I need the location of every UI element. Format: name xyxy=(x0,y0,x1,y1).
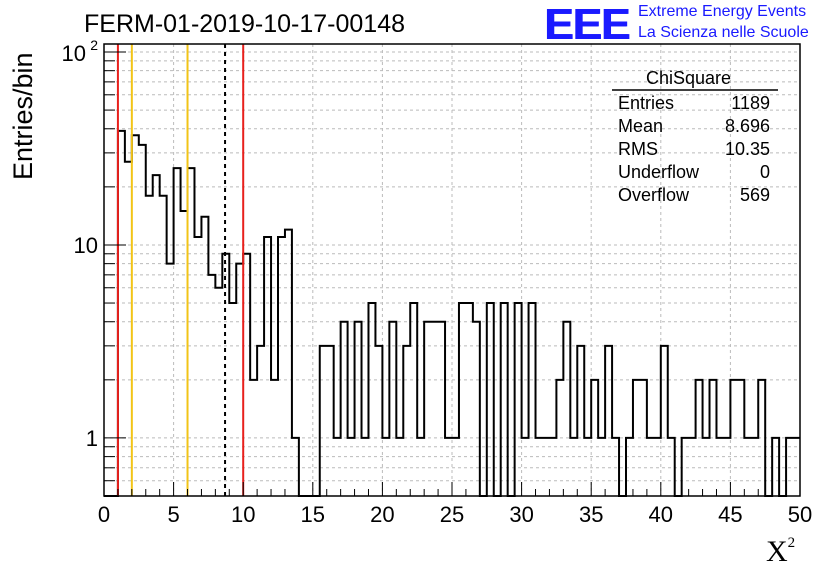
logo-line-2: La Scienza nelle Scuole xyxy=(638,24,809,41)
x-axis-label-superscript: 2 xyxy=(787,535,796,551)
x-tick-label: 5 xyxy=(167,502,179,527)
x-tick-label: 20 xyxy=(370,502,394,527)
stats-label: Underflow xyxy=(618,162,700,182)
x-tick-label: 45 xyxy=(718,502,742,527)
y-tick-label: 10 xyxy=(74,233,98,258)
stats-label: RMS xyxy=(618,139,658,159)
eee-logo: EEE xyxy=(544,0,630,49)
stats-value: 0 xyxy=(759,162,770,182)
x-tick-label: 0 xyxy=(98,502,110,527)
x-tick-label: 40 xyxy=(649,502,673,527)
stats-label: Entries xyxy=(618,93,675,113)
x-tick-label: 30 xyxy=(509,502,533,527)
stats-value: 1189 xyxy=(731,93,770,113)
x-axis-label-base: X xyxy=(766,535,788,568)
x-tick-label: 15 xyxy=(301,502,325,527)
x-tick-label: 10 xyxy=(231,502,255,527)
stats-label: Overflow xyxy=(618,185,690,205)
chart-title: FERM-01-2019-10-17-00148 xyxy=(84,10,406,38)
stats-value: 10.35 xyxy=(724,139,770,159)
x-tick-label: 50 xyxy=(788,502,812,527)
stats-value: 569 xyxy=(739,185,770,205)
stats-value: 8.696 xyxy=(724,116,770,136)
stats-label: Mean xyxy=(618,116,664,136)
x-tick-label: 35 xyxy=(579,502,603,527)
y-tick-label: 1 xyxy=(86,426,98,451)
x-tick-label: 25 xyxy=(440,502,464,527)
histogram-line xyxy=(104,129,800,497)
y-tick-label-exponent: 2 xyxy=(90,37,98,53)
y-axis-label: Entries/bin xyxy=(8,52,38,180)
y-tick-label: 10 xyxy=(62,41,86,66)
logo-line-1: Extreme Energy Events xyxy=(638,3,807,20)
stats-box-title: ChiSquare xyxy=(646,68,732,88)
x-axis-label: X2 xyxy=(766,535,795,569)
